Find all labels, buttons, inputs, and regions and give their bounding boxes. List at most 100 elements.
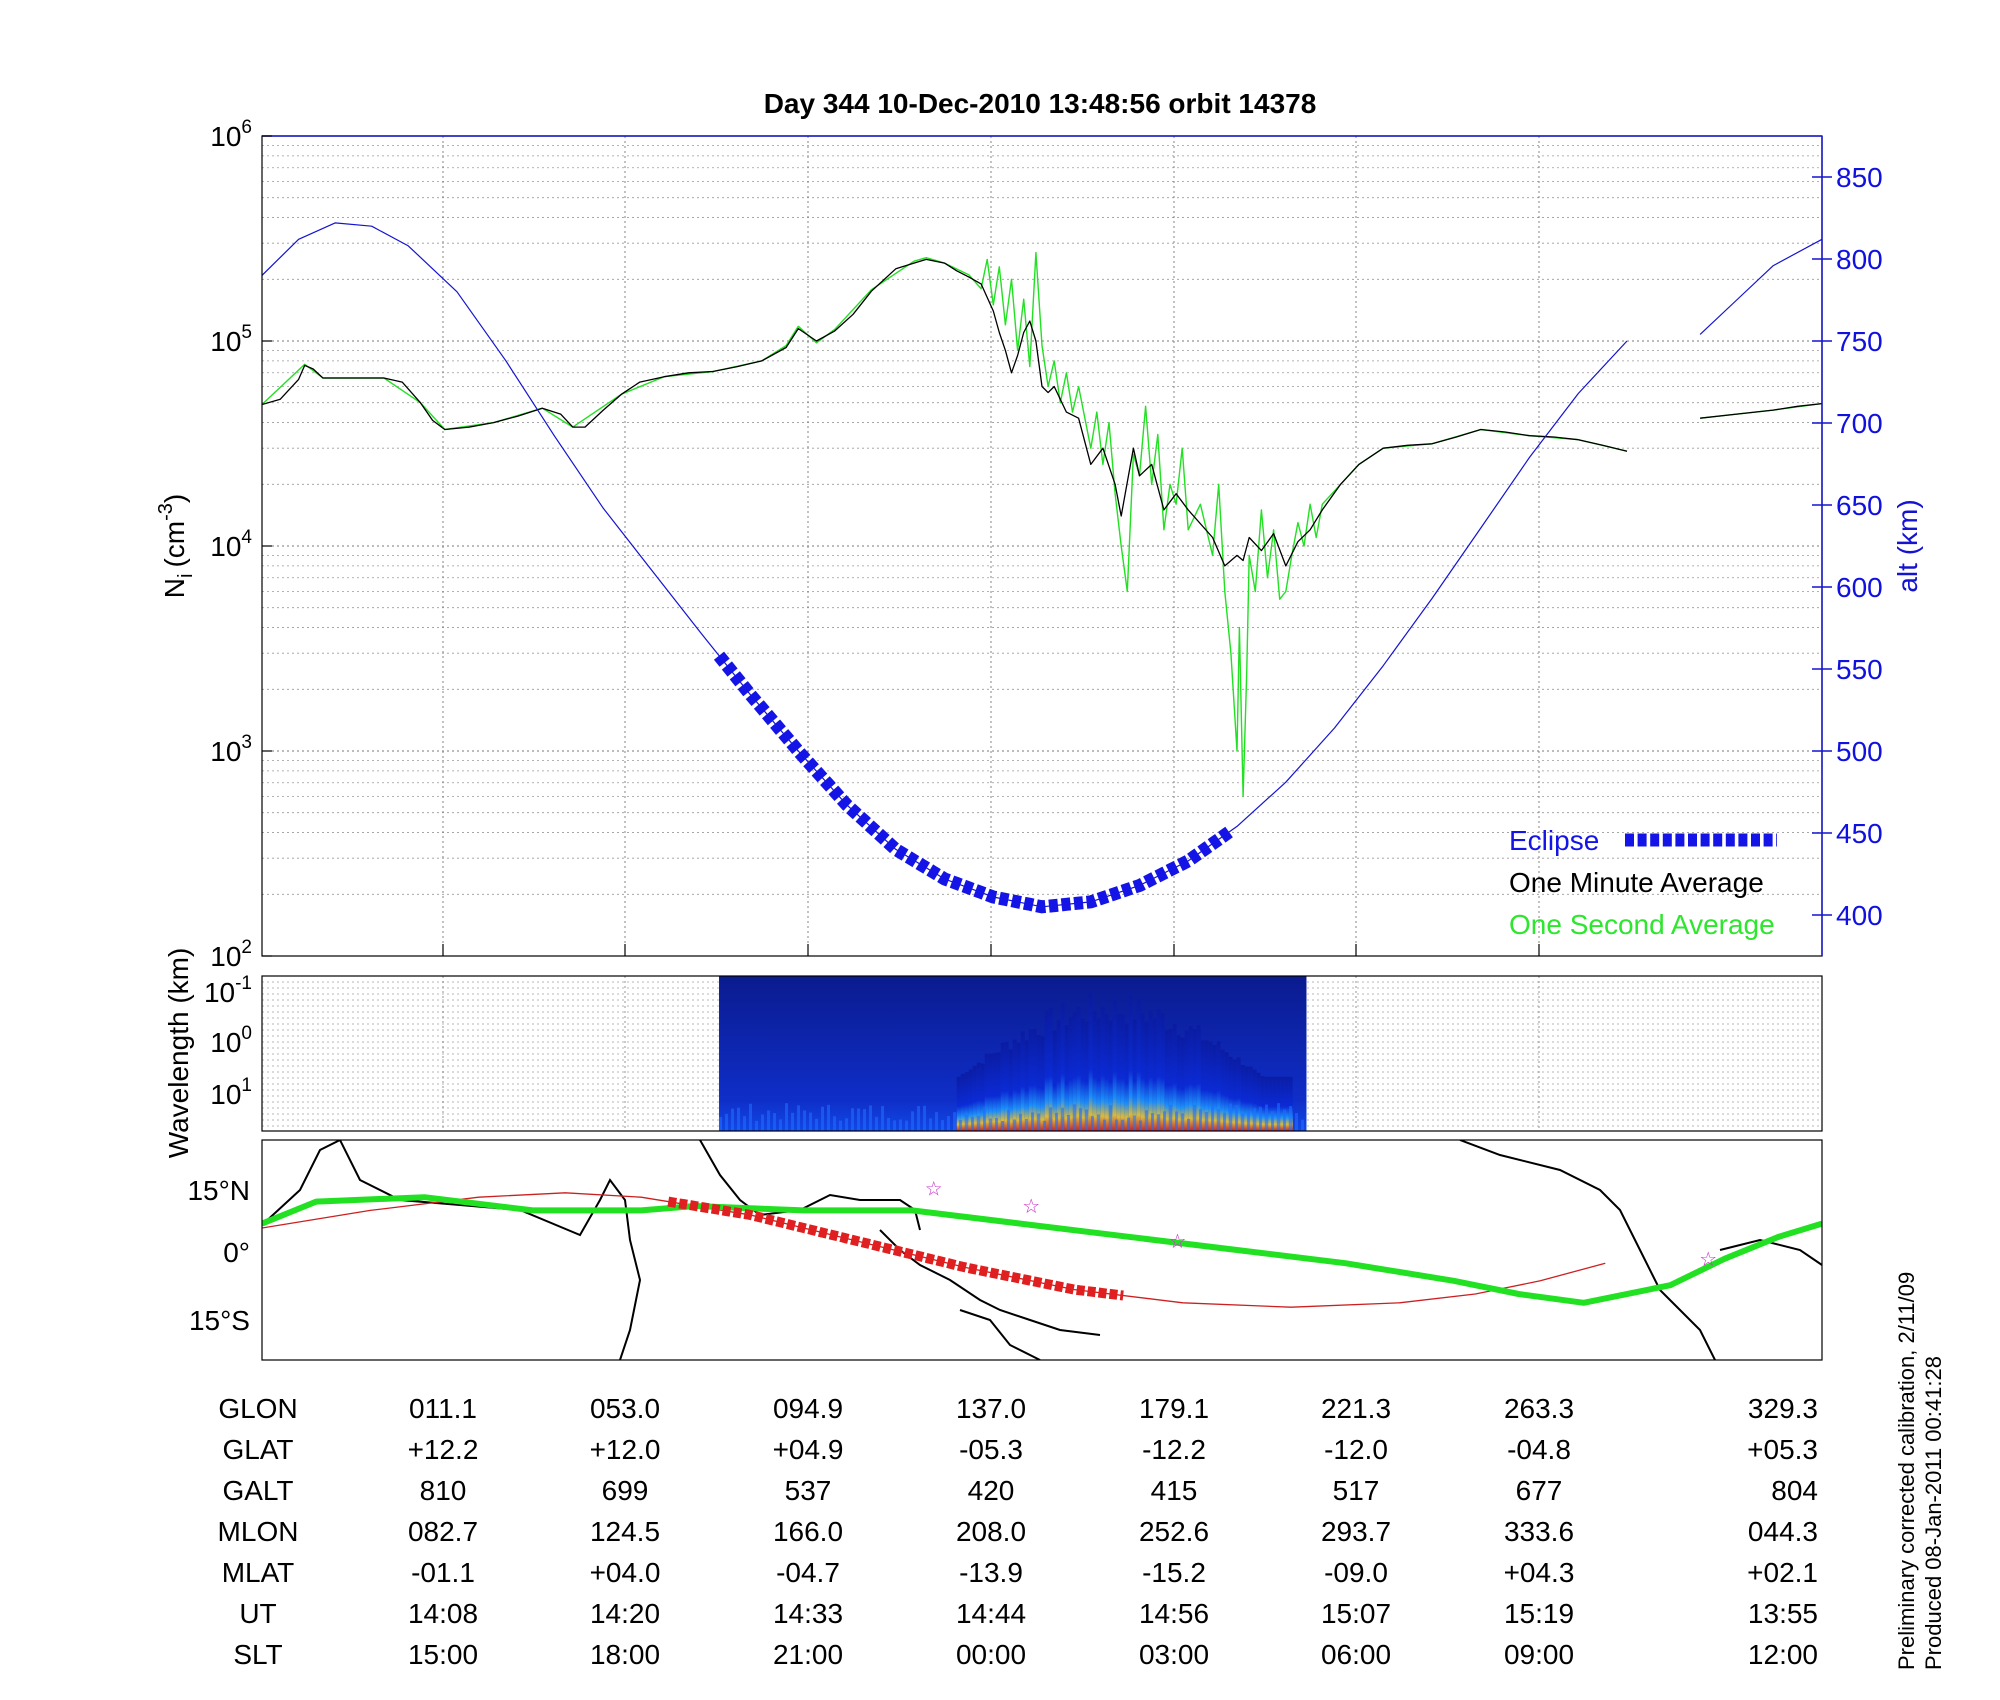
wavelength-panel: 10-1 100 101 Wavelength (km)	[163, 948, 1823, 1158]
spectrogram-column	[984, 1053, 989, 1131]
eclipse-track-line	[667, 1196, 1124, 1301]
table-cell: 14:56	[1139, 1598, 1209, 1629]
spectrogram-streak	[797, 1105, 801, 1131]
spectrogram-streak	[1283, 1109, 1287, 1131]
spectrogram-streak	[923, 1105, 927, 1131]
spectrogram-streak	[1199, 1109, 1203, 1131]
station-star-marker: ☆	[1699, 1247, 1717, 1271]
table-cell: 420	[968, 1475, 1015, 1506]
spectrogram-streak	[731, 1108, 735, 1131]
altitude-tick-label: 750	[1836, 326, 1883, 357]
spectrogram-streak	[1253, 1108, 1257, 1131]
table-cell: 137.0	[956, 1393, 1026, 1424]
spectrogram-streak	[1259, 1106, 1263, 1131]
spectrogram-streak	[1241, 1113, 1245, 1131]
spectrogram-column	[1176, 1035, 1181, 1131]
spectrogram-column	[1228, 1056, 1233, 1131]
spectrogram-streak	[767, 1110, 771, 1131]
spectrogram-streak	[1193, 1104, 1197, 1131]
spectrogram-column	[960, 1073, 965, 1131]
table-row-label: GLON	[218, 1393, 297, 1424]
spectrogram-column	[1036, 1034, 1041, 1131]
spectrogram-column	[1212, 1044, 1217, 1131]
spectrogram-streak	[917, 1106, 921, 1131]
spectrogram-streak	[935, 1112, 939, 1131]
legend-minute-label: One Minute Average	[1509, 867, 1764, 898]
coast-australia	[959, 1309, 1041, 1360]
spectrogram-column	[1244, 1066, 1249, 1131]
spectrogram-streak	[1145, 1110, 1149, 1131]
density-curves	[262, 222, 1822, 914]
table-cell: 263.3	[1504, 1393, 1574, 1424]
altitude-tick-label: 450	[1836, 818, 1883, 849]
spectrogram-streak	[1187, 1118, 1191, 1131]
table-cell: 082.7	[408, 1516, 478, 1547]
spectrogram-column	[1064, 1025, 1069, 1131]
wavelength-y-ticks: 10-1 100 101	[204, 973, 252, 1110]
spectrogram-streak	[1025, 1119, 1029, 1131]
spectrogram-streak	[959, 1119, 963, 1131]
spectrogram-streak	[1079, 1108, 1083, 1131]
table-cell: 166.0	[773, 1516, 843, 1547]
table-cell: 124.5	[590, 1516, 660, 1547]
map-ytick-15s: 15°S	[189, 1305, 250, 1336]
density-y-tick-label: 106	[210, 117, 252, 152]
spectrogram-streak	[1157, 1114, 1161, 1131]
table-row-label: MLAT	[222, 1557, 295, 1588]
spectrogram-streak	[1247, 1112, 1251, 1131]
coast-americas	[1459, 1140, 1716, 1360]
altitude-tick-label: 400	[1836, 900, 1883, 931]
spectrogram-streak	[845, 1118, 849, 1131]
spectrogram-streak	[899, 1119, 903, 1131]
spectrogram-column	[1140, 1013, 1145, 1131]
table-cell: 011.1	[409, 1393, 477, 1424]
spectrogram-streak	[1067, 1114, 1071, 1131]
table-cell: 14:08	[408, 1598, 478, 1629]
altitude-tick-label: 800	[1836, 244, 1883, 275]
spectrogram-streak	[1121, 1119, 1125, 1131]
spectrogram-column	[1028, 1029, 1033, 1131]
spectrogram-column	[1220, 1049, 1225, 1131]
table-cell: 09:00	[1504, 1639, 1574, 1670]
spectrogram-streak	[1295, 1113, 1299, 1131]
spectrogram-streak	[1223, 1112, 1227, 1131]
spectrogram-streak	[1001, 1120, 1005, 1131]
table-cell: 15:00	[408, 1639, 478, 1670]
spectrogram-column	[1272, 1076, 1277, 1131]
table-cell: -01.1	[411, 1557, 475, 1588]
spectrogram-streak	[869, 1105, 873, 1131]
spectrogram-streak	[1043, 1120, 1047, 1131]
spectrogram-column	[968, 1069, 973, 1131]
spectrogram-streak	[791, 1112, 795, 1131]
spectrogram-column	[1256, 1072, 1261, 1131]
density-y-tick-label: 104	[210, 527, 252, 562]
spectrogram-streak	[725, 1113, 729, 1131]
table-cell: 329.3	[1748, 1393, 1818, 1424]
table-cell: 06:00	[1321, 1639, 1391, 1670]
map-ytick-15n: 15°N	[187, 1175, 250, 1206]
spectrogram-streak	[1127, 1117, 1131, 1131]
spectrogram-column	[992, 1053, 997, 1131]
spectrogram-column	[1156, 1008, 1161, 1131]
spectrogram-streak	[881, 1106, 885, 1131]
spectrogram-column	[1048, 1008, 1053, 1131]
wavelength-y-tick-label: 101	[210, 1075, 252, 1110]
spectrogram-column	[1032, 1028, 1037, 1131]
spectrogram-column	[1056, 1019, 1061, 1131]
spectrogram	[719, 976, 1307, 1131]
spectrogram-column	[1092, 1011, 1097, 1131]
wavelength-frame	[261, 975, 1823, 1132]
map-plot-area	[262, 1140, 1822, 1360]
spectrogram-column	[1108, 1020, 1113, 1131]
spectrogram-streak	[1181, 1113, 1185, 1131]
table-row-label: GALT	[222, 1475, 293, 1506]
spectrogram-streak	[1097, 1114, 1101, 1131]
spectrogram-streak	[815, 1118, 819, 1131]
table-cell: -04.8	[1507, 1434, 1571, 1465]
spectrogram-column	[1044, 1011, 1049, 1131]
spectrogram-streak	[911, 1111, 915, 1131]
table-cell: 252.6	[1139, 1516, 1209, 1547]
spectrogram-column	[1128, 995, 1133, 1131]
spectrogram-streak	[719, 1117, 723, 1131]
